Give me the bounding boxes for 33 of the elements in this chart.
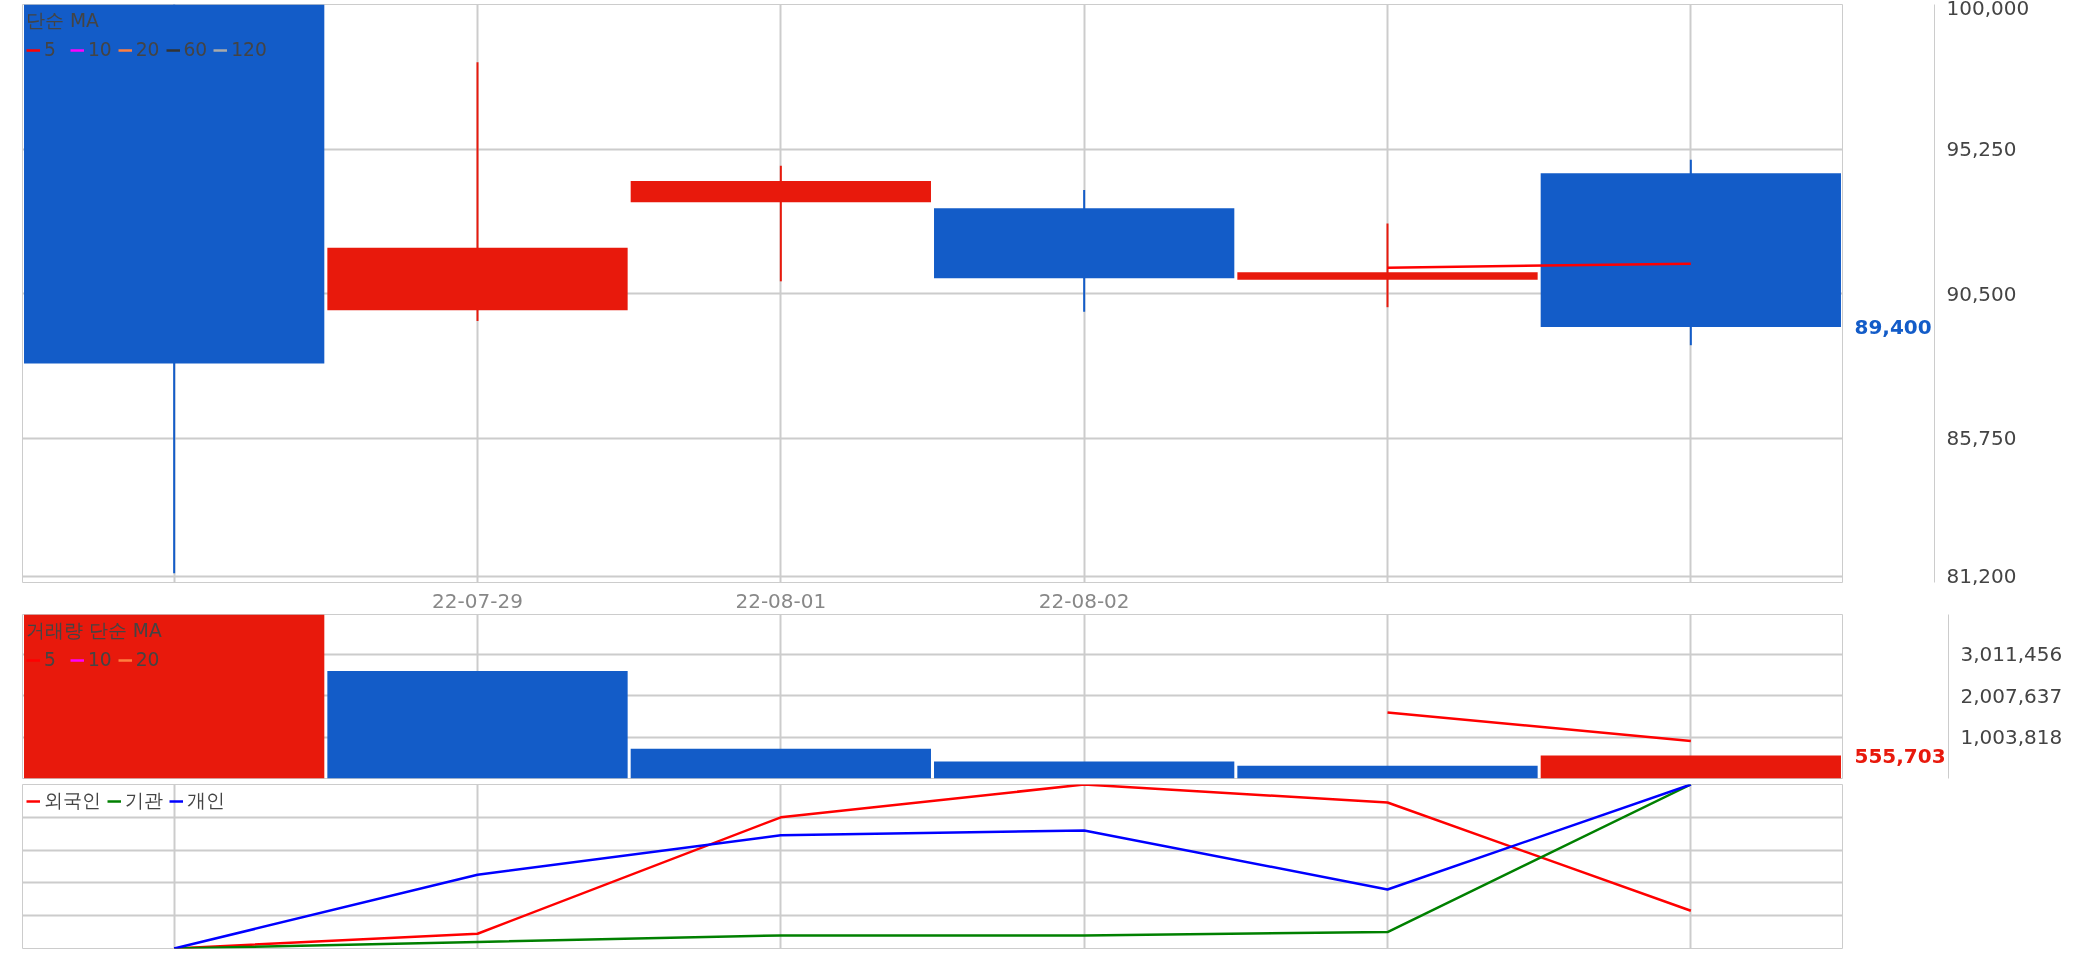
text: 555,703 [1854, 743, 1946, 768]
y-tick-label: 100,000 [1946, 0, 2030, 20]
legend-label: 5 [44, 649, 57, 670]
y-tick-label: 90,500 [1946, 281, 2017, 306]
bar [934, 761, 1235, 779]
y-tick-label: 81,200 [1946, 564, 2017, 589]
legend-label: 외국인 [44, 789, 101, 813]
legend-label: 개인 [187, 789, 225, 813]
x-tick-label: 22-08-01 [735, 588, 827, 613]
candlestick [1237, 222, 1538, 309]
x-tick-label: 22-07-29 [432, 588, 523, 613]
legend-label: 120 [231, 39, 267, 60]
text: 89,400 [1854, 314, 1932, 339]
y-tick-label: 85,750 [1946, 426, 2017, 450]
legend-title: 단순 MA [26, 9, 100, 33]
bar [327, 671, 628, 779]
legend-label: 20 [135, 649, 160, 670]
legend-label: 10 [88, 39, 112, 60]
y-tick-label: 3,011,456 [1960, 642, 2063, 667]
legend-label: 5 [44, 39, 57, 60]
legend-label: 기관 [125, 789, 163, 813]
y-tick-label: 2,007,637 [1960, 683, 2063, 708]
bar [1540, 755, 1841, 779]
legend-label: 10 [88, 649, 112, 670]
y-tick-label: 1,003,818 [1960, 725, 2063, 750]
y-tick-label: 95,250 [1946, 137, 2017, 161]
bar [24, 614, 325, 779]
legend-label: 60 [183, 39, 208, 60]
bar [1237, 765, 1538, 779]
bar [630, 748, 931, 779]
legend-title: 거래량 단순 MA [26, 619, 162, 643]
legend-label: 20 [135, 39, 160, 60]
x-tick-label: 22-08-02 [1038, 588, 1130, 613]
